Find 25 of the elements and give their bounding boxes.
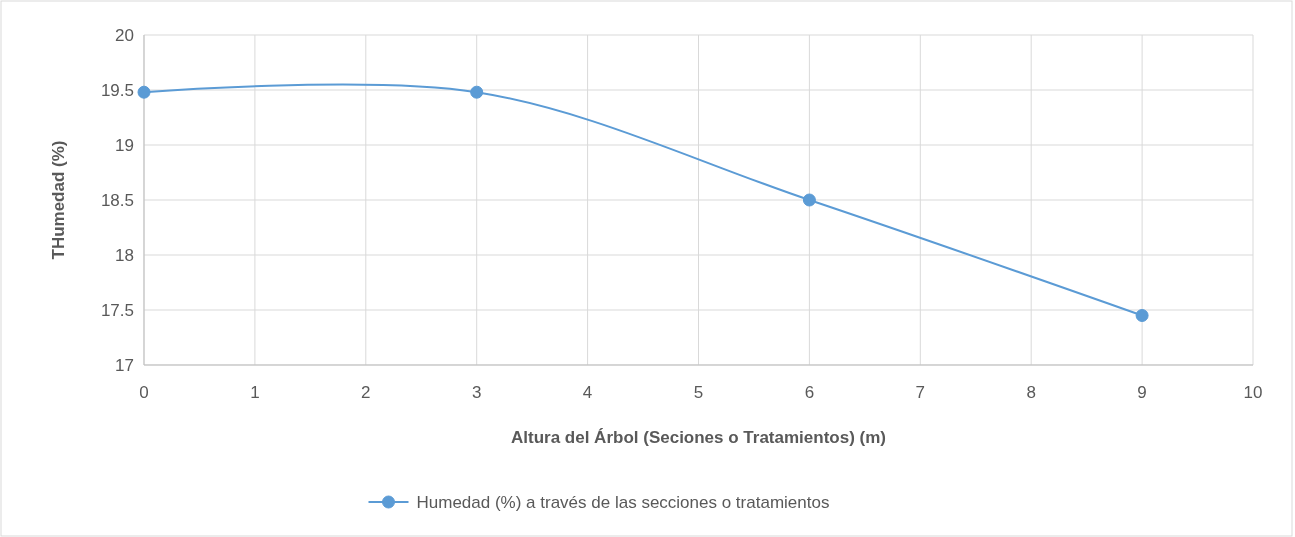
point — [1135, 309, 1149, 322]
y-axis-title: THumedad (%) — [49, 140, 68, 260]
x-tick-label: 1 — [250, 383, 260, 402]
x-tick-label: 6 — [804, 383, 815, 402]
y-tick-label: 19 — [115, 136, 134, 155]
y-tick-label: 17 — [115, 356, 134, 375]
x-tick-label: 8 — [1026, 383, 1036, 402]
x-axis-title: Altura del Árbol (Seciones o Tratamientos) (m) — [510, 428, 887, 447]
y-tick-label: 17.5 — [100, 301, 134, 320]
legend-label: Humedad (%) a través de las secciones o tratamientos — [416, 493, 830, 512]
point — [802, 193, 816, 207]
y-tick-label: 18.5 — [100, 191, 134, 210]
y-tick-label: 20 — [115, 26, 134, 45]
x-tick-label: 5 — [693, 383, 704, 402]
x-tick-label: 0 — [139, 383, 149, 402]
point — [470, 85, 484, 99]
x-tick-label: 4 — [582, 383, 593, 402]
point — [137, 85, 151, 99]
y-tick-label: 18 — [115, 246, 134, 265]
x-tick-label: 9 — [1137, 383, 1147, 402]
x-tick-label: 3 — [471, 383, 482, 402]
x-tick-label: 2 — [361, 383, 371, 402]
x-tick-label: 10 — [1243, 383, 1263, 402]
x-tick-label: 7 — [915, 383, 926, 402]
y-tick-label: 19.5 — [100, 81, 134, 100]
